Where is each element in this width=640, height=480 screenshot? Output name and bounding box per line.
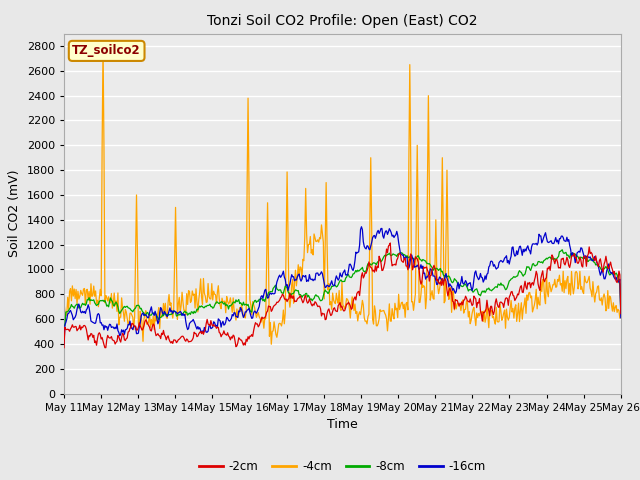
Text: TZ_soilco2: TZ_soilco2 [72, 44, 141, 58]
Y-axis label: Soil CO2 (mV): Soil CO2 (mV) [8, 170, 21, 257]
Title: Tonzi Soil CO2 Profile: Open (East) CO2: Tonzi Soil CO2 Profile: Open (East) CO2 [207, 14, 477, 28]
X-axis label: Time: Time [327, 418, 358, 431]
Legend: -2cm, -4cm, -8cm, -16cm: -2cm, -4cm, -8cm, -16cm [194, 455, 491, 478]
